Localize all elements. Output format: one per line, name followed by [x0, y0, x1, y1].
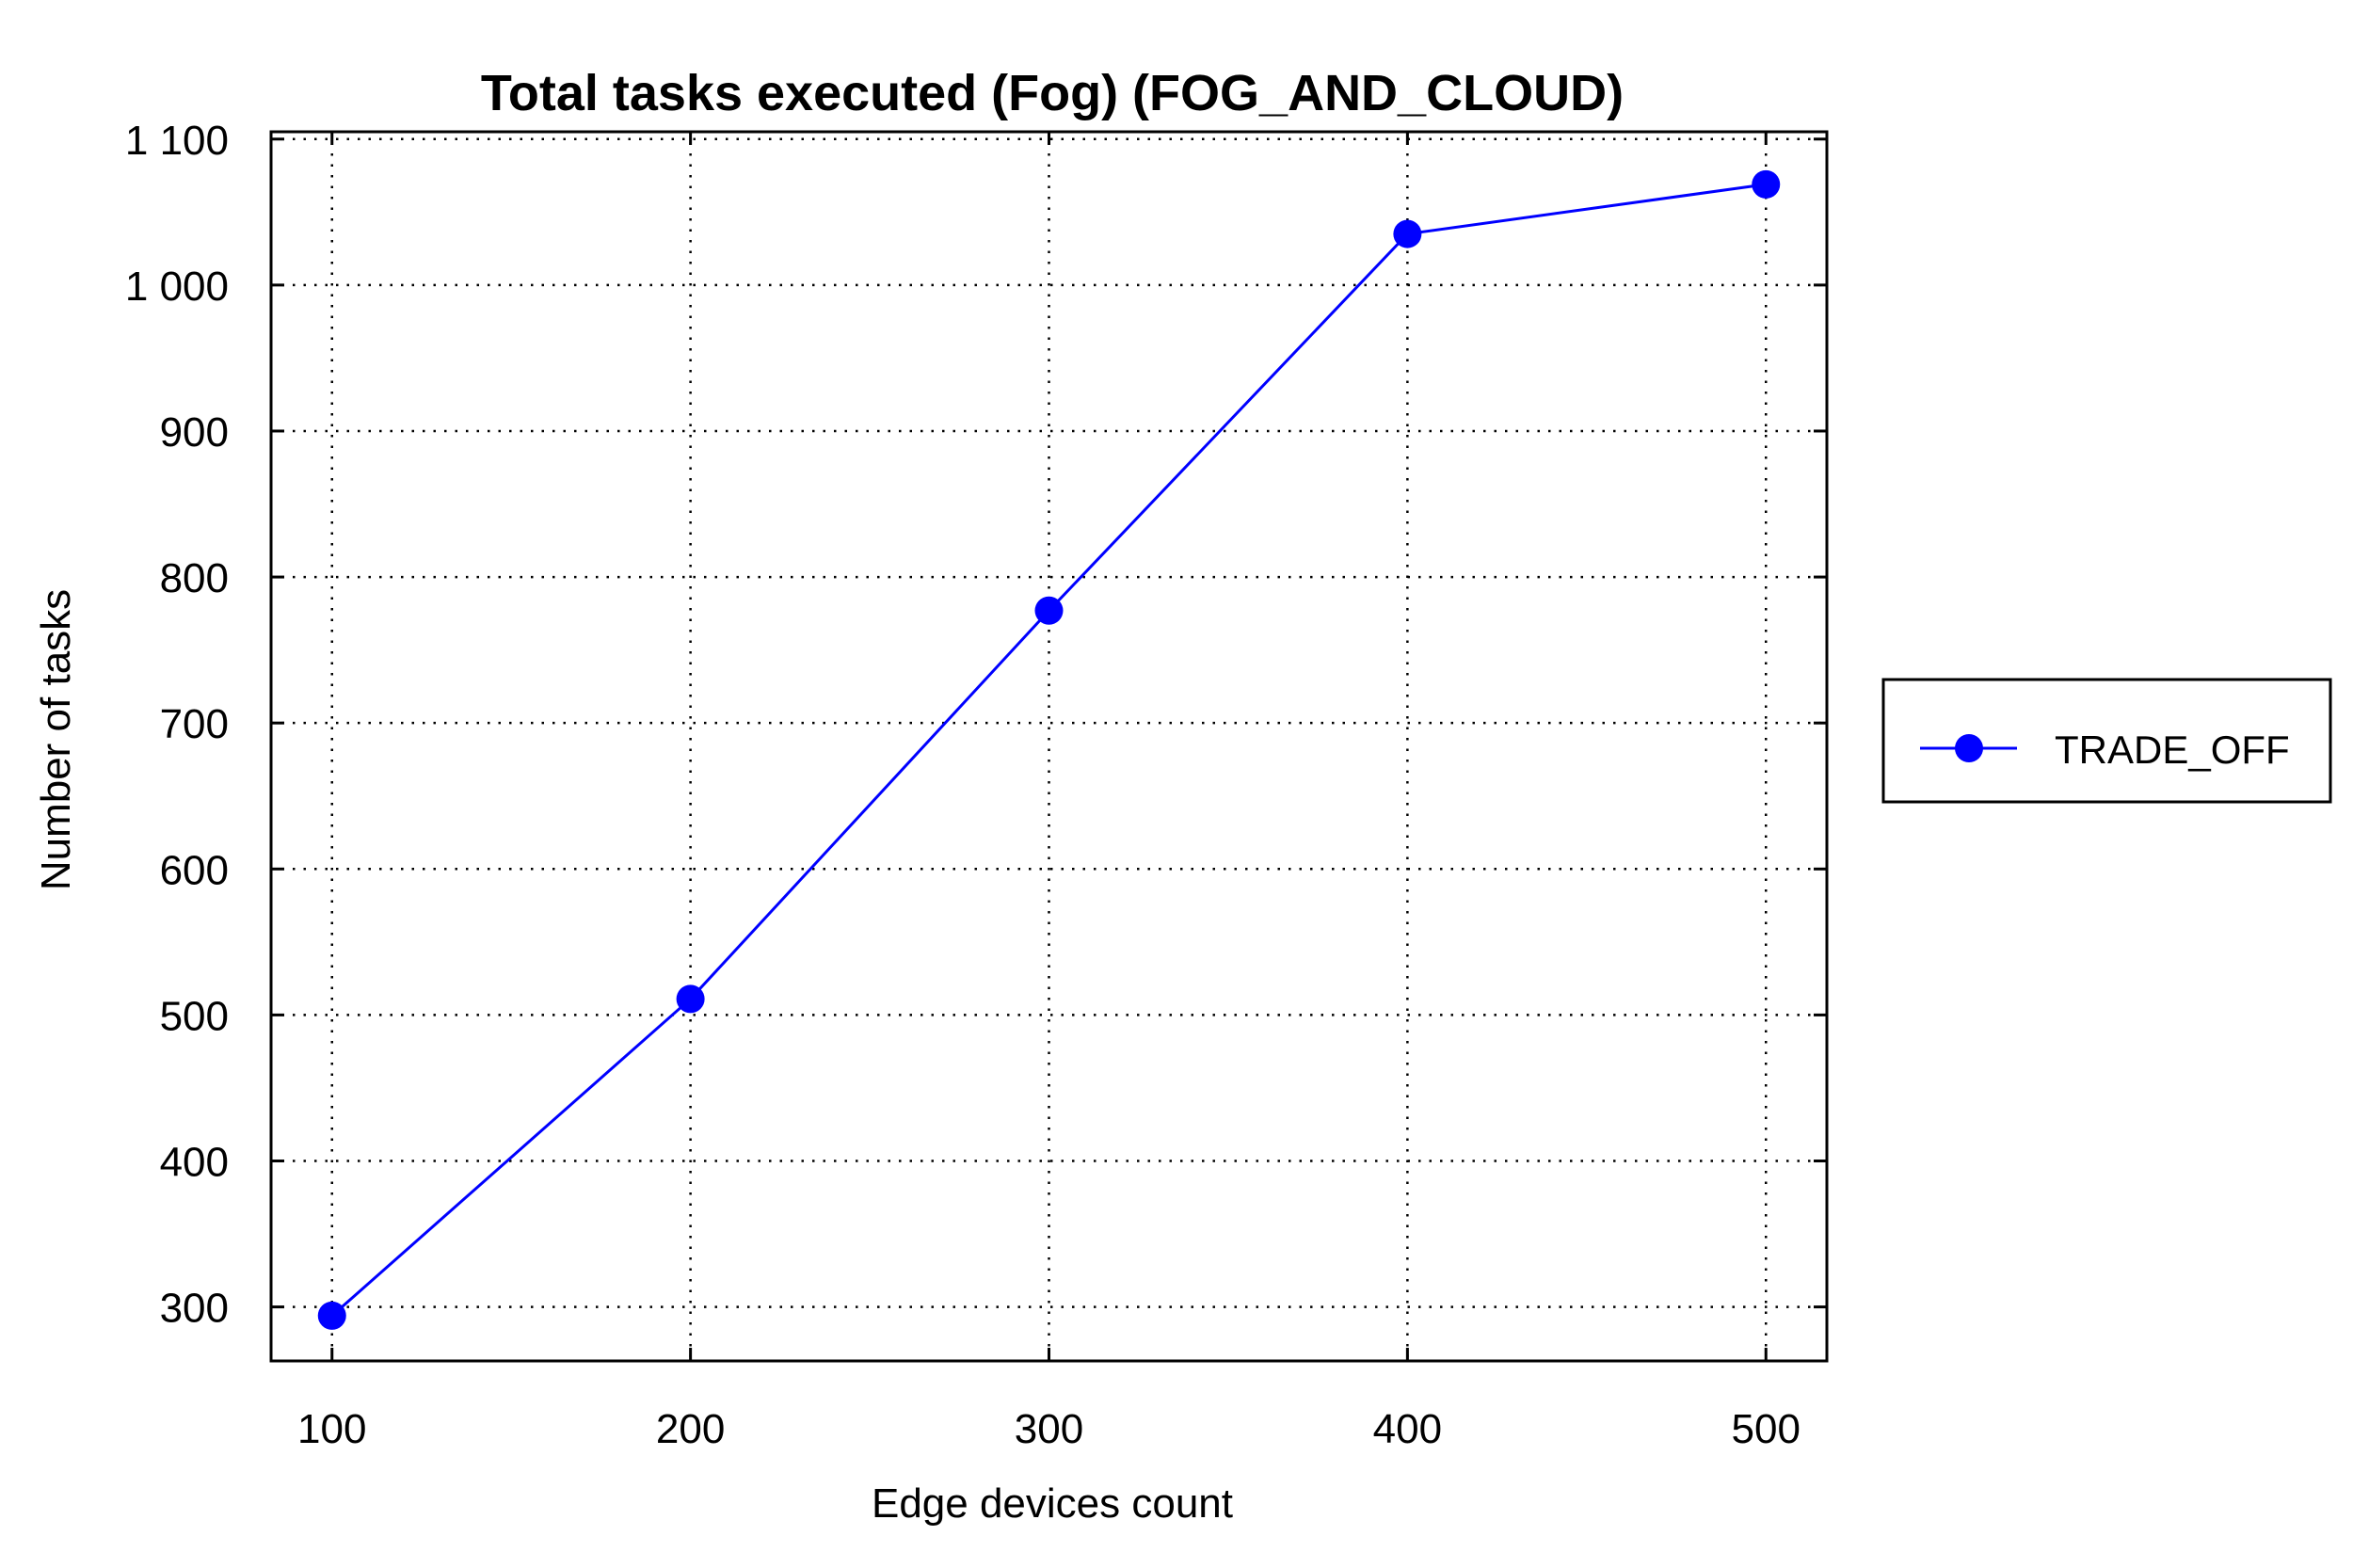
x-tick-labels: 100 200 300 400 500 — [297, 1406, 1801, 1452]
y-tick-labels: 300 400 500 600 700 800 900 1 000 1 100 — [125, 118, 229, 1332]
y-tick-label: 600 — [160, 847, 229, 893]
axis-ticks — [271, 132, 1827, 1361]
y-tick-label: 700 — [160, 701, 229, 747]
y-tick-label: 1 000 — [125, 264, 229, 310]
x-axis-label: Edge devices count — [872, 1480, 1233, 1527]
chart-title: Total tasks executed (Fog) (FOG_AND_CLOU… — [481, 65, 1624, 121]
x-tick-label: 200 — [656, 1406, 725, 1452]
data-point — [1752, 169, 1781, 199]
data-point — [317, 1301, 346, 1330]
x-tick-label: 100 — [297, 1406, 366, 1452]
y-axis-label: Number of tasks — [33, 589, 79, 890]
y-tick-label: 1 100 — [125, 118, 229, 164]
legend-marker-swatch — [1955, 734, 1983, 762]
data-point — [1393, 219, 1422, 248]
y-tick-label: 300 — [160, 1286, 229, 1332]
x-tick-label: 300 — [1015, 1406, 1083, 1452]
data-point — [676, 984, 705, 1014]
y-tick-label: 800 — [160, 555, 229, 601]
x-tick-label: 500 — [1732, 1406, 1801, 1452]
legend-entry-trade-off: TRADE_OFF — [2055, 728, 2290, 772]
grid — [271, 132, 1827, 1361]
y-tick-label: 500 — [160, 993, 229, 1039]
data-point — [1034, 596, 1064, 625]
legend: TRADE_OFF — [1881, 678, 2332, 804]
series-layer — [317, 169, 1781, 1330]
y-tick-label: 900 — [160, 409, 229, 456]
x-tick-label: 400 — [1373, 1406, 1442, 1452]
y-tick-label: 400 — [160, 1140, 229, 1186]
